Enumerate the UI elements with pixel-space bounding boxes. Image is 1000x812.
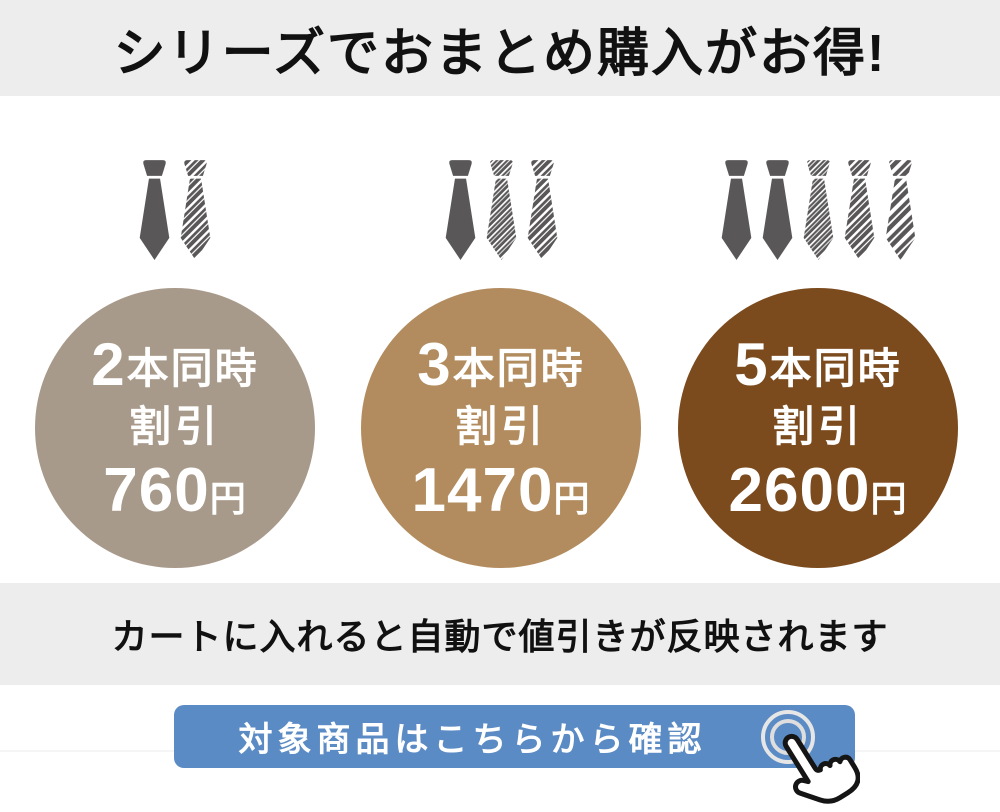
tie-striped-icon bbox=[844, 160, 874, 261]
tie-striped-icon bbox=[527, 160, 557, 261]
discount-price: 760円 bbox=[103, 456, 247, 526]
tie-striped-icon bbox=[486, 160, 516, 261]
page-title: シリーズでおまとめ購入がお得! bbox=[113, 24, 887, 83]
tie-solid-icon bbox=[445, 160, 475, 261]
tie-striped-icon bbox=[180, 160, 211, 261]
offer-circle-3: 3本同時 割引 1470円 bbox=[361, 288, 641, 568]
tie-icons-group-3 bbox=[442, 158, 561, 262]
discount-price: 1470円 bbox=[411, 456, 591, 526]
offer-count: 2本同時 bbox=[91, 330, 259, 398]
offer-count: 5本同時 bbox=[734, 330, 902, 398]
tie-striped-icon bbox=[803, 160, 833, 261]
offer-3-ties: 3本同時 割引 1470円 bbox=[341, 158, 661, 568]
tie-solid-icon bbox=[721, 160, 751, 261]
offer-5-ties: 5本同時 割引 2600円 bbox=[658, 158, 978, 568]
offer-count: 3本同時 bbox=[417, 330, 585, 398]
discount-label: 割引 bbox=[128, 402, 221, 450]
tie-solid-icon bbox=[762, 160, 792, 261]
header-band: シリーズでおまとめ購入がお得! bbox=[0, 0, 1000, 96]
cta-label: 対象商品はこちらから確認 bbox=[238, 721, 707, 759]
cta-button[interactable]: 対象商品はこちらから確認 bbox=[174, 705, 855, 768]
tie-icons-group-2 bbox=[136, 158, 214, 262]
discount-label: 割引 bbox=[454, 402, 547, 450]
offer-circle-2: 2本同時 割引 760円 bbox=[35, 288, 315, 568]
note-text: カートに入れると自動で値引きが反映されます bbox=[111, 616, 889, 657]
discount-price: 2600円 bbox=[728, 456, 908, 526]
offer-circle-5: 5本同時 割引 2600円 bbox=[678, 288, 958, 568]
tie-striped-icon bbox=[885, 160, 915, 261]
note-band: カートに入れると自動で値引きが反映されます bbox=[0, 583, 1000, 685]
tie-icons-group-5 bbox=[718, 158, 919, 262]
offer-2-ties: 2本同時 割引 760円 bbox=[15, 158, 335, 568]
tie-solid-icon bbox=[139, 160, 170, 261]
discount-label: 割引 bbox=[771, 402, 864, 450]
